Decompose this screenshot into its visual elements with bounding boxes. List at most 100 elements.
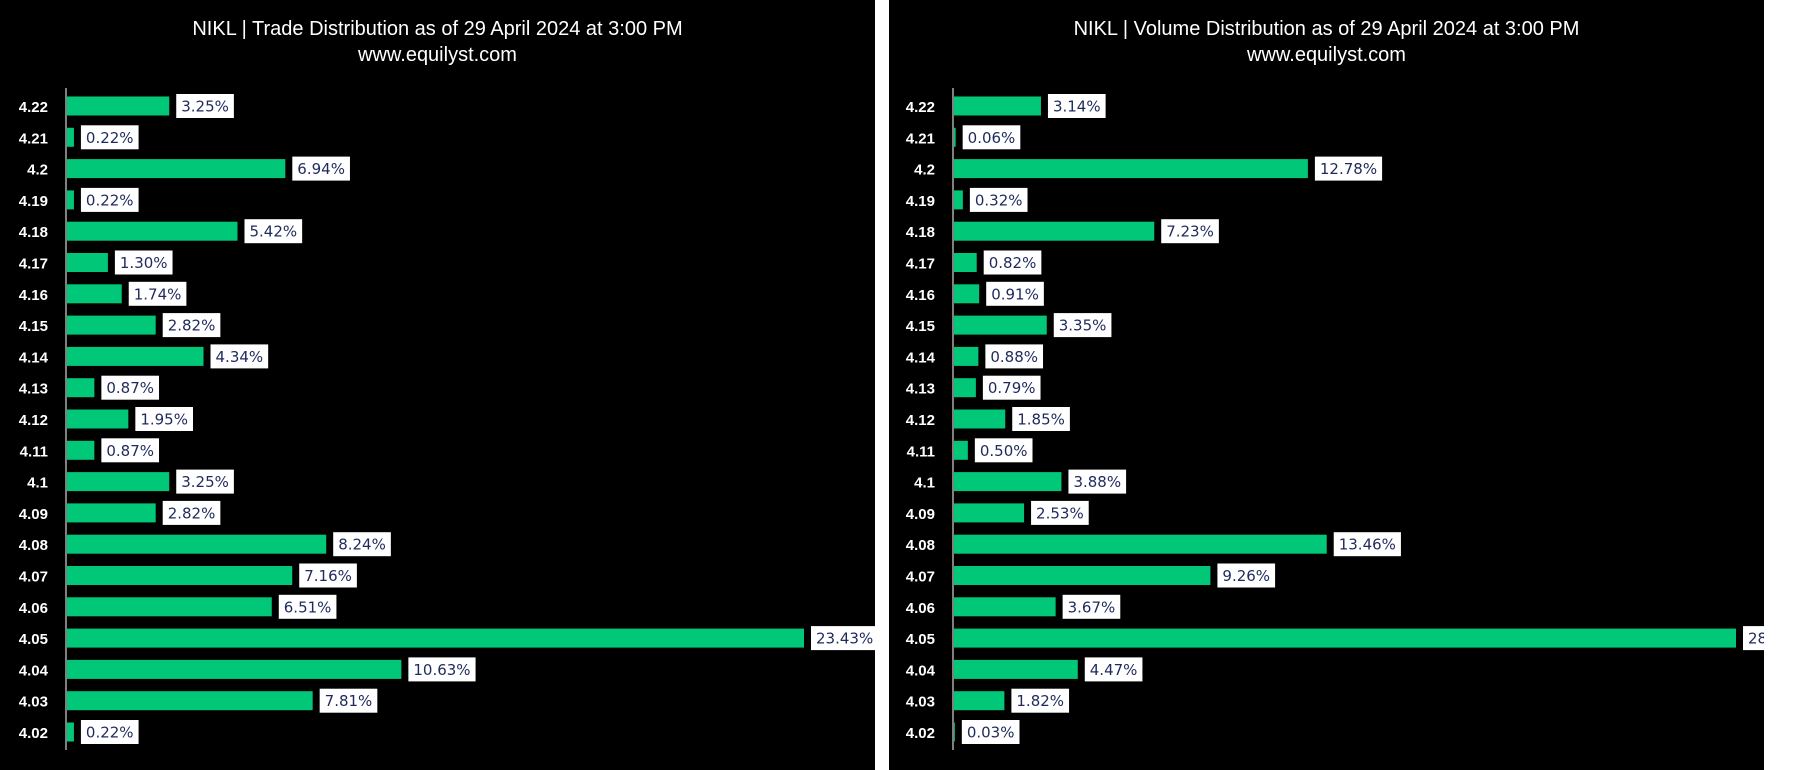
data-label-box bbox=[974, 438, 1033, 463]
category-tick-label: 4.17 bbox=[906, 256, 935, 273]
category-tick-label: 4.16 bbox=[906, 287, 935, 304]
bar bbox=[67, 253, 108, 272]
category-tick-label: 4.16 bbox=[19, 287, 48, 304]
volume-chart-title: NIKL | Volume Distribution as of 29 Apri… bbox=[1073, 18, 1580, 40]
category-tick-label: 4.18 bbox=[906, 224, 935, 241]
data-label: 0.32% bbox=[975, 191, 1023, 209]
data-label-box bbox=[969, 187, 1028, 212]
data-label: 3.14% bbox=[1053, 98, 1101, 116]
data-label-box bbox=[80, 125, 139, 150]
data-label-box bbox=[1053, 313, 1112, 338]
category-tick-label: 4.21 bbox=[906, 130, 935, 147]
data-label: 0.91% bbox=[991, 285, 1039, 303]
category-tick-label: 4.09 bbox=[19, 506, 48, 523]
bar bbox=[67, 691, 313, 711]
data-label-box bbox=[80, 187, 139, 212]
bar bbox=[954, 315, 1047, 335]
data-label: 2.82% bbox=[168, 504, 216, 522]
category-tick-label: 4.15 bbox=[19, 318, 48, 335]
bar bbox=[954, 566, 1211, 585]
data-label: 7.81% bbox=[325, 692, 373, 710]
category-tick-label: 4.1 bbox=[27, 475, 48, 492]
data-label: 1.30% bbox=[120, 254, 168, 272]
category-tick-label: 4.15 bbox=[906, 318, 935, 335]
category-tick-label: 4.17 bbox=[19, 256, 48, 273]
category-tick-label: 4.02 bbox=[906, 725, 935, 742]
bar bbox=[954, 440, 968, 460]
category-tick-label: 4.22 bbox=[906, 99, 935, 116]
bar bbox=[954, 253, 977, 272]
data-label: 0.22% bbox=[86, 191, 134, 209]
category-tick-label: 4.1 bbox=[914, 475, 935, 492]
category-tick-label: 4.03 bbox=[906, 694, 935, 711]
data-label-box bbox=[101, 438, 160, 463]
bar bbox=[67, 378, 95, 398]
bar bbox=[67, 534, 327, 554]
bar bbox=[67, 127, 74, 147]
bar bbox=[67, 566, 293, 585]
data-label: 0.50% bbox=[980, 442, 1028, 460]
category-tick-label: 4.18 bbox=[19, 224, 48, 241]
data-label-box bbox=[176, 469, 234, 494]
data-label-box bbox=[986, 281, 1044, 306]
data-label: 1.82% bbox=[1016, 692, 1064, 710]
data-label: 7.23% bbox=[1166, 223, 1214, 241]
data-label-box bbox=[1012, 407, 1070, 431]
bar bbox=[954, 534, 1327, 554]
data-label-box bbox=[961, 720, 1020, 744]
bar bbox=[954, 472, 1062, 492]
bar bbox=[67, 440, 95, 460]
data-label-box bbox=[101, 375, 160, 400]
data-label: 1.74% bbox=[134, 285, 182, 303]
data-label: 9.26% bbox=[1222, 567, 1270, 585]
data-label-box bbox=[811, 626, 875, 651]
data-label: 0.87% bbox=[106, 379, 154, 397]
data-label: 28.24% bbox=[1748, 630, 1764, 648]
data-label: 0.79% bbox=[988, 379, 1036, 397]
bar bbox=[67, 503, 156, 523]
category-tick-label: 4.13 bbox=[906, 381, 935, 398]
data-label: 3.88% bbox=[1073, 473, 1121, 491]
bar bbox=[954, 503, 1025, 523]
data-label: 13.46% bbox=[1339, 536, 1396, 554]
bar bbox=[954, 96, 1041, 116]
category-tick-label: 4.08 bbox=[19, 537, 48, 554]
bar bbox=[954, 346, 979, 366]
category-tick-label: 4.09 bbox=[906, 506, 935, 523]
bar bbox=[67, 315, 156, 335]
data-label-box bbox=[176, 94, 234, 118]
category-tick-label: 4.05 bbox=[906, 631, 935, 648]
data-label-box bbox=[985, 344, 1044, 369]
data-label-box bbox=[1011, 688, 1070, 713]
data-label: 3.25% bbox=[181, 473, 229, 491]
volume-distribution-chart: 4.22 3.14% 4.21 0.06% 4.2 12.78% 4.19 0.32% 4.18… bbox=[906, 88, 1764, 750]
data-label-box bbox=[1161, 219, 1219, 244]
category-tick-label: 4.03 bbox=[19, 694, 48, 711]
category-tick-label: 4.2 bbox=[914, 162, 935, 179]
data-label-box bbox=[333, 532, 391, 557]
data-label-box bbox=[408, 657, 476, 682]
bar bbox=[67, 409, 129, 429]
data-label-box bbox=[1217, 563, 1276, 588]
category-tick-label: 4.14 bbox=[906, 349, 936, 366]
data-label: 1.85% bbox=[1017, 411, 1065, 429]
category-tick-label: 4.12 bbox=[906, 412, 935, 429]
bar bbox=[67, 284, 122, 304]
trade-chart-title: NIKL | Trade Distribution as of 29 April… bbox=[192, 18, 683, 40]
category-tick-label: 4.04 bbox=[19, 662, 49, 679]
data-label: 0.03% bbox=[967, 724, 1015, 742]
data-label: 6.51% bbox=[284, 598, 332, 616]
bar bbox=[954, 659, 1078, 679]
bar bbox=[67, 659, 402, 679]
bar bbox=[67, 472, 170, 492]
bar bbox=[67, 159, 286, 179]
data-label: 2.82% bbox=[168, 317, 216, 335]
data-label-box bbox=[162, 500, 221, 525]
data-label-box bbox=[278, 594, 337, 619]
data-label: 6.94% bbox=[297, 160, 345, 178]
data-label-box bbox=[162, 313, 221, 338]
category-tick-label: 4.13 bbox=[19, 381, 48, 398]
data-label-box bbox=[1031, 500, 1089, 525]
bar bbox=[67, 597, 272, 617]
data-label: 0.06% bbox=[968, 129, 1016, 147]
